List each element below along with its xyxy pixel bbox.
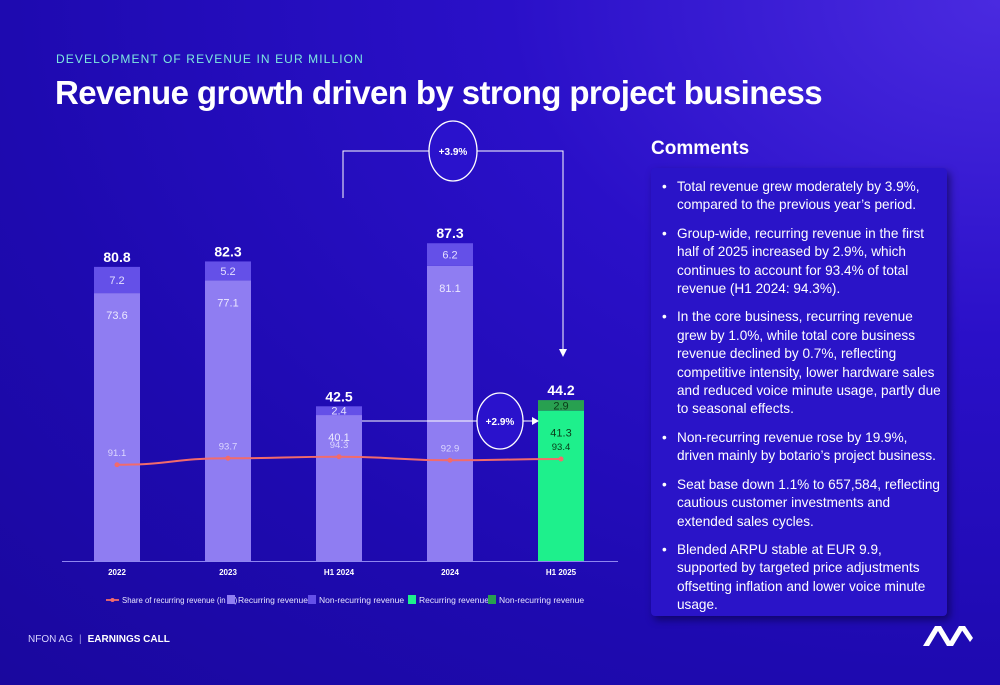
growth-bubble	[428, 120, 478, 182]
nfon-logo-icon	[923, 626, 973, 646]
comment-item: • Non-recurring revenue rose by 19.9%, dr…	[662, 429, 936, 464]
legend-label: Non-recurring revenue	[499, 595, 584, 605]
growth-label: +2.9%	[486, 417, 515, 428]
bar-non-recurring	[316, 406, 362, 416]
comment-text: In the core business, recurring revenue …	[677, 309, 941, 417]
legend-label: Recurring revenue	[419, 595, 489, 605]
comment-item: • Group-wide, recurring revenue in the fi…	[662, 225, 925, 297]
share-label: 93.4	[552, 442, 571, 453]
bar-recurring	[538, 410, 584, 561]
data-label-non-recurring: 6.2	[442, 250, 457, 262]
footer: NFON AG | EARNINGS CALL	[28, 634, 170, 645]
data-label-recurring: 40.1	[328, 432, 349, 444]
share-point	[336, 454, 342, 460]
x-tick-label: 2023	[219, 568, 237, 577]
bar-non-recurring	[427, 243, 473, 266]
growth-label: +3.9%	[439, 147, 468, 158]
x-tick-label: 2024	[441, 568, 459, 577]
total-label: 44.2	[547, 382, 574, 398]
footer-company: NFON AG	[28, 634, 74, 645]
legend-swatch-point	[110, 598, 115, 602]
comment-item: • Seat base down 1.1% to 657,584, reflect…	[662, 476, 940, 529]
x-tick-label: 2022	[108, 568, 126, 577]
bar-recurring	[94, 293, 140, 561]
page-title: Revenue growth driven by strong project …	[55, 74, 823, 111]
total-label: 82.3	[214, 243, 241, 259]
comment-item: • Total revenue grew moderately by 3.9%, …	[662, 179, 920, 213]
data-label-recurring: 73.6	[106, 310, 127, 322]
comments-panel: • Total revenue grew moderately by 3.9%, …	[651, 168, 947, 616]
comment-item: • Blended ARPU stable at EUR 9.9, support…	[662, 541, 926, 613]
data-label-non-recurring: 5.2	[220, 266, 235, 278]
growth-bracket-line	[476, 150, 564, 352]
legend-swatch	[408, 595, 416, 604]
footer-separator: |	[79, 634, 82, 645]
bar-non-recurring	[205, 261, 251, 281]
comment-text: Total revenue grew moderately by 3.9%, c…	[677, 179, 920, 213]
total-label: 42.5	[325, 388, 352, 404]
growth-bracket-line	[342, 150, 430, 198]
comments-title: Comments	[651, 138, 750, 159]
legend-label: Share of recurring revenue (in %)	[122, 596, 238, 605]
arrowhead	[559, 349, 567, 357]
data-label-non-recurring: 7.2	[109, 275, 124, 287]
share-label: 92.9	[441, 443, 460, 454]
data-label-recurring: 81.1	[439, 283, 460, 295]
total-label: 87.3	[436, 225, 463, 241]
legend-swatch	[488, 595, 496, 604]
bar-non-recurring	[538, 400, 584, 411]
comment-text: Non-recurring revenue rose by 19.9%, dri…	[677, 429, 936, 464]
bar-recurring	[316, 415, 362, 561]
data-label-recurring: 77.1	[217, 297, 238, 309]
arrowhead	[532, 417, 539, 425]
data-label-non-recurring: 2.4	[331, 406, 346, 418]
legend-label: Non-recurring revenue	[319, 595, 404, 605]
growth-bubble	[476, 392, 524, 450]
total-label: 80.8	[103, 249, 130, 265]
share-label: 94.3	[330, 440, 349, 451]
share-label: 93.7	[219, 441, 238, 452]
legend-label: Recurring revenue	[238, 595, 308, 605]
footer-event: EARNINGS CALL	[87, 634, 170, 645]
legend-swatch	[308, 595, 316, 604]
share-point	[447, 457, 453, 463]
comment-text: Group-wide, recurring revenue in the fir…	[677, 225, 925, 297]
x-tick-label: H1 2024	[324, 568, 355, 577]
legend-swatch	[227, 595, 235, 604]
bar-recurring	[427, 265, 473, 561]
comment-text: Seat base down 1.1% to 657,584, reflecti…	[677, 476, 940, 529]
share-label: 91.1	[108, 448, 127, 459]
data-label-non-recurring: 2.9	[553, 400, 568, 412]
share-point	[114, 462, 120, 468]
kicker: DEVELOPMENT OF REVENUE IN EUR MILLION	[56, 52, 364, 66]
share-point	[225, 455, 231, 461]
x-tick-label: H1 2025	[546, 568, 577, 577]
data-label-recurring: 41.3	[550, 428, 571, 440]
comment-text: Blended ARPU stable at EUR 9.9, supporte…	[677, 541, 926, 613]
bar-non-recurring	[94, 266, 140, 294]
bar-recurring	[205, 280, 251, 561]
comment-item: • In the core business, recurring revenue…	[662, 309, 941, 417]
share-point	[558, 456, 564, 462]
revenue-chart: 7.2 73.6 80.8 2022 5.2 77.1 82.3 2023 2.4 40.1 42.…	[62, 120, 618, 605]
